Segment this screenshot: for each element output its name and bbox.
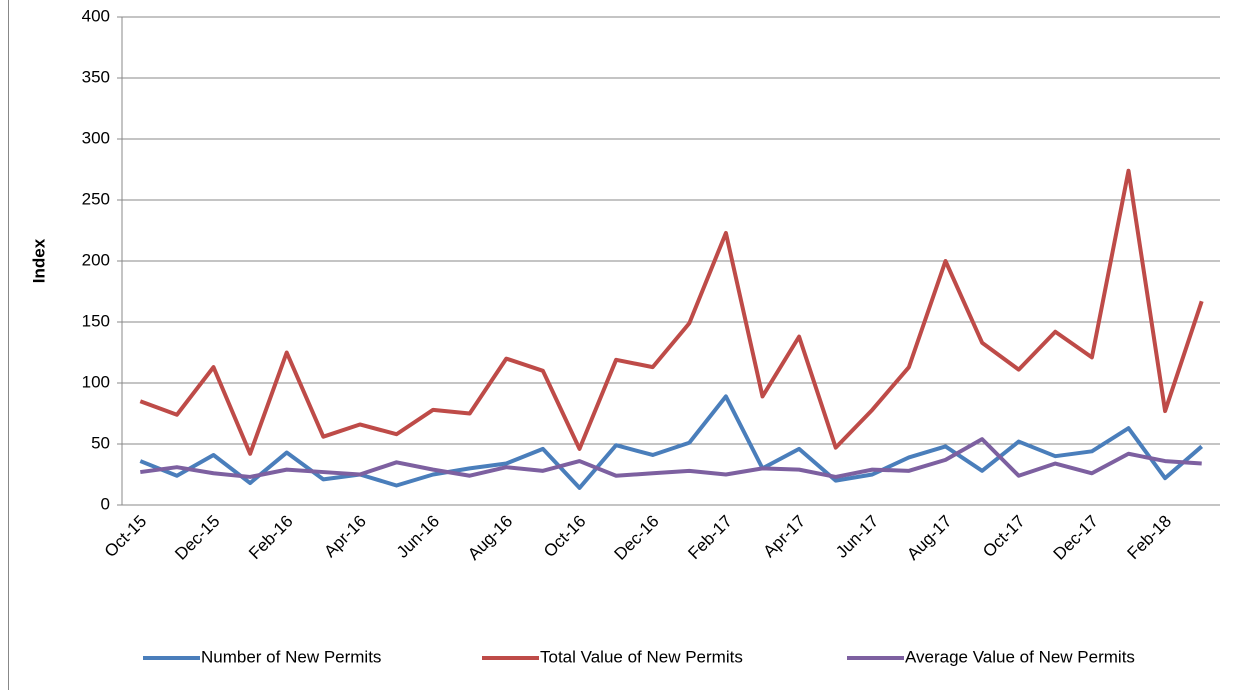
- y-tick-label: 50: [91, 433, 110, 452]
- x-tick-label: Dec-17: [1050, 512, 1102, 564]
- y-tick-label: 400: [82, 6, 110, 25]
- y-tick-label: 300: [82, 128, 110, 147]
- x-tick-label: Oct-16: [540, 512, 590, 562]
- y-tick-label: 350: [82, 67, 110, 86]
- x-tick-label: Oct-17: [979, 512, 1029, 562]
- x-tick-label: Feb-17: [684, 512, 736, 564]
- y-tick-label: 250: [82, 189, 110, 208]
- legend-label: Average Value of New Permits: [905, 647, 1135, 666]
- y-tick-label: 100: [82, 372, 110, 391]
- x-tick-label: Feb-16: [245, 512, 297, 564]
- x-tick-label: Feb-18: [1124, 512, 1176, 564]
- legend-label: Number of New Permits: [201, 647, 381, 666]
- series-line: [140, 437, 1202, 479]
- y-tick-label: 150: [82, 311, 110, 330]
- x-tick-label: Dec-15: [171, 512, 223, 564]
- x-tick-label: Jun-17: [832, 512, 882, 562]
- y-tick-label: 0: [101, 494, 110, 513]
- x-tick-label: Oct-15: [101, 512, 151, 562]
- series-line: [139, 394, 1204, 490]
- x-tick-label: Apr-16: [320, 512, 370, 562]
- y-tick-label: 200: [82, 250, 110, 269]
- x-tick-label: Dec-16: [611, 512, 663, 564]
- x-tick-label: Jun-16: [393, 512, 443, 562]
- legend-label: Total Value of New Permits: [540, 647, 743, 666]
- x-tick-label: Aug-16: [464, 512, 516, 564]
- y-axis-title: Index: [29, 238, 48, 283]
- x-tick-label: Apr-17: [760, 512, 810, 562]
- series-line: [139, 168, 1204, 456]
- x-tick-label: Aug-17: [903, 512, 955, 564]
